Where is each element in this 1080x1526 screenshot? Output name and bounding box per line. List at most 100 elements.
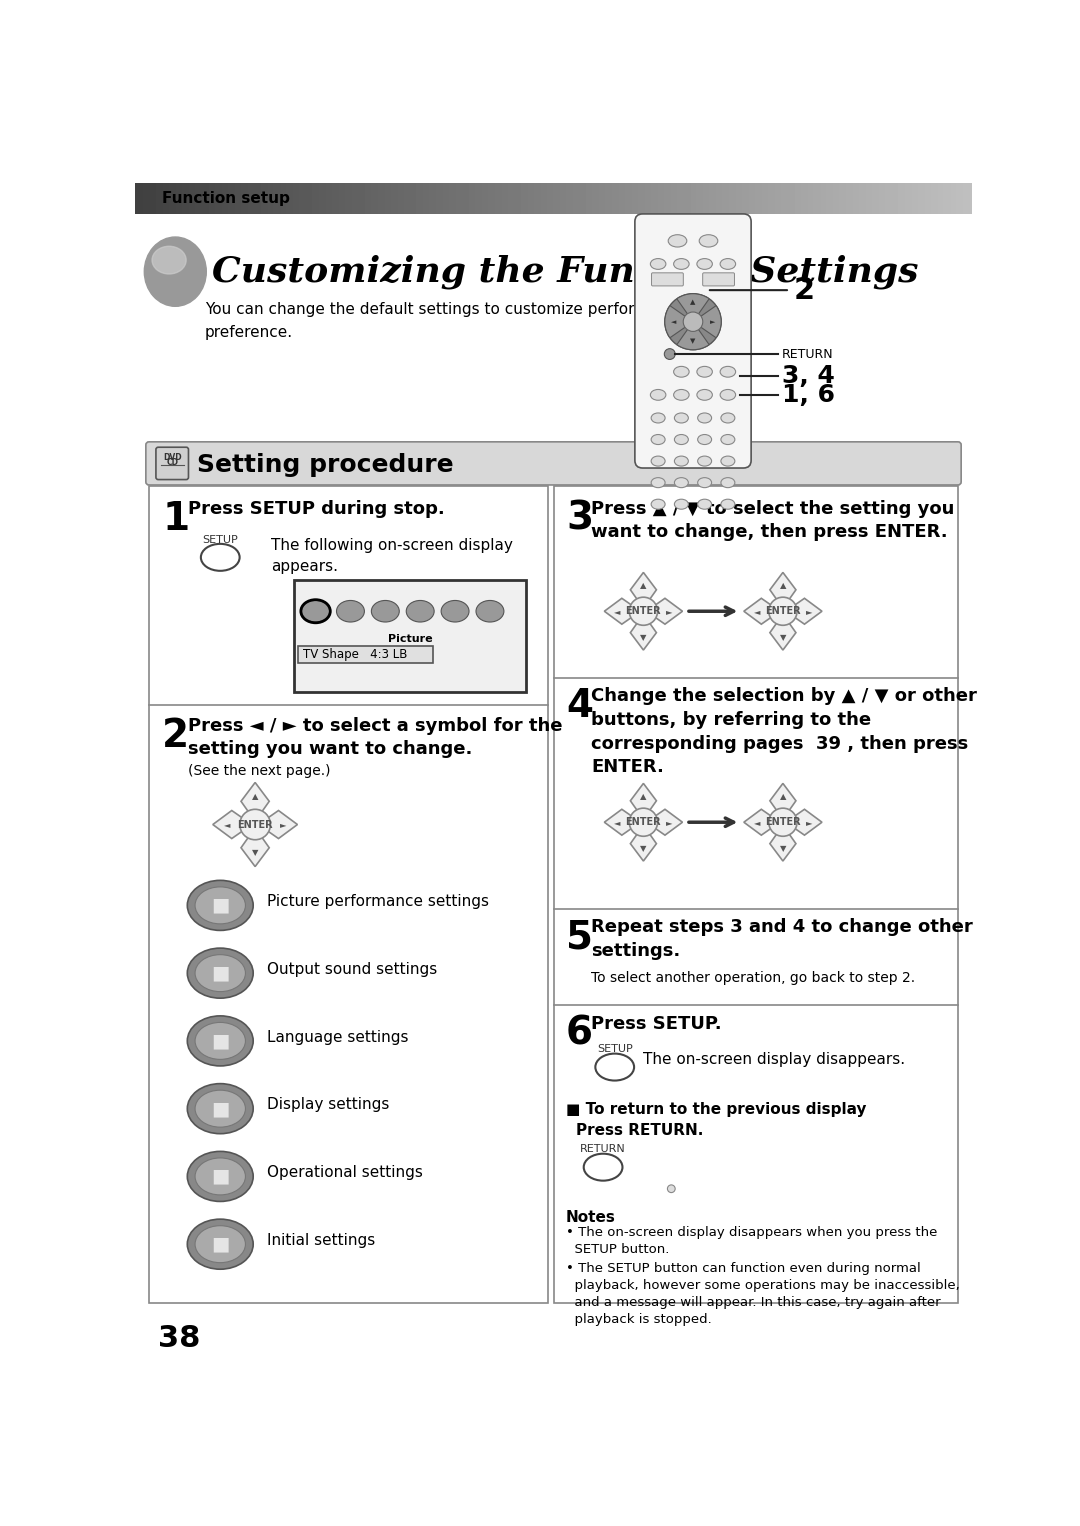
Text: • The SETUP button can function even during normal
  playback, however some oper: • The SETUP button can function even dur… xyxy=(566,1262,960,1326)
FancyBboxPatch shape xyxy=(703,273,734,285)
Text: You can change the default settings to customize performance to your
preference.: You can change the default settings to c… xyxy=(205,302,745,340)
Ellipse shape xyxy=(651,478,665,488)
Text: ▲: ▲ xyxy=(252,792,258,801)
Ellipse shape xyxy=(187,1016,253,1067)
Ellipse shape xyxy=(667,1184,675,1193)
Polygon shape xyxy=(646,809,683,835)
Polygon shape xyxy=(631,572,657,609)
Ellipse shape xyxy=(595,1053,634,1080)
Wedge shape xyxy=(677,322,710,349)
Ellipse shape xyxy=(145,237,206,307)
Ellipse shape xyxy=(721,456,734,465)
Text: ▼: ▼ xyxy=(780,633,786,641)
Text: 6: 6 xyxy=(566,1015,593,1053)
Text: ▼: ▼ xyxy=(640,633,647,641)
Text: ◄: ◄ xyxy=(615,818,621,827)
Ellipse shape xyxy=(195,1158,245,1195)
Text: Repeat steps 3 and 4 to change other
settings.: Repeat steps 3 and 4 to change other set… xyxy=(592,919,973,960)
Wedge shape xyxy=(693,305,721,337)
Ellipse shape xyxy=(721,435,734,444)
Text: ◄: ◄ xyxy=(615,607,621,615)
Ellipse shape xyxy=(697,389,713,400)
Circle shape xyxy=(684,311,703,331)
Ellipse shape xyxy=(195,1022,245,1059)
Text: CD: CD xyxy=(166,458,178,467)
Text: 1, 6: 1, 6 xyxy=(782,383,835,407)
Text: ENTER: ENTER xyxy=(238,819,273,830)
FancyBboxPatch shape xyxy=(651,273,684,285)
Text: Output sound settings: Output sound settings xyxy=(267,961,437,977)
Ellipse shape xyxy=(201,543,240,571)
Text: ►: ► xyxy=(806,818,812,827)
Ellipse shape xyxy=(195,1225,245,1262)
Text: ENTER: ENTER xyxy=(625,606,661,617)
Polygon shape xyxy=(770,783,796,819)
FancyBboxPatch shape xyxy=(298,645,433,662)
Ellipse shape xyxy=(372,600,400,623)
Ellipse shape xyxy=(697,258,713,270)
Text: 3, 4: 3, 4 xyxy=(782,363,835,388)
Text: Picture performance settings: Picture performance settings xyxy=(267,894,489,909)
Polygon shape xyxy=(605,598,640,624)
FancyBboxPatch shape xyxy=(554,485,958,1303)
Ellipse shape xyxy=(187,1152,253,1201)
Ellipse shape xyxy=(651,499,665,510)
Circle shape xyxy=(769,809,797,836)
Wedge shape xyxy=(665,305,693,337)
Ellipse shape xyxy=(720,389,735,400)
Ellipse shape xyxy=(721,414,734,423)
Ellipse shape xyxy=(674,414,688,423)
Text: ■: ■ xyxy=(211,1032,229,1050)
Text: Change the selection by ▲ / ▼ or other
buttons, by referring to the
correspondin: Change the selection by ▲ / ▼ or other b… xyxy=(592,688,977,777)
Polygon shape xyxy=(770,572,796,609)
Ellipse shape xyxy=(699,235,718,247)
Text: SETUP: SETUP xyxy=(202,534,238,545)
Ellipse shape xyxy=(720,366,735,377)
Polygon shape xyxy=(631,826,657,861)
Text: ■ To return to the previous display: ■ To return to the previous display xyxy=(566,1102,866,1117)
Text: ▼: ▼ xyxy=(780,844,786,853)
Polygon shape xyxy=(241,827,269,867)
Text: (See the next page.): (See the next page.) xyxy=(188,765,330,778)
Polygon shape xyxy=(786,598,822,624)
Text: The on-screen display disappears.: The on-screen display disappears. xyxy=(644,1051,905,1067)
Text: ►: ► xyxy=(666,818,673,827)
Text: Press RETURN.: Press RETURN. xyxy=(576,1123,703,1138)
Ellipse shape xyxy=(674,478,688,488)
Ellipse shape xyxy=(195,887,245,923)
Text: Language settings: Language settings xyxy=(267,1030,408,1045)
Ellipse shape xyxy=(674,499,688,510)
Circle shape xyxy=(630,809,658,836)
Text: ENTER: ENTER xyxy=(625,818,661,827)
Text: Customizing the Function Settings: Customizing the Function Settings xyxy=(213,255,919,288)
Wedge shape xyxy=(677,293,710,322)
Ellipse shape xyxy=(187,881,253,931)
Polygon shape xyxy=(605,809,640,835)
Ellipse shape xyxy=(650,258,666,270)
Text: 5: 5 xyxy=(566,919,593,957)
Text: 4: 4 xyxy=(566,688,593,725)
Circle shape xyxy=(769,597,797,626)
Text: Display settings: Display settings xyxy=(267,1097,389,1112)
Ellipse shape xyxy=(651,456,665,465)
FancyBboxPatch shape xyxy=(149,485,548,1303)
Ellipse shape xyxy=(674,389,689,400)
Ellipse shape xyxy=(674,435,688,444)
Polygon shape xyxy=(744,809,780,835)
Polygon shape xyxy=(646,598,683,624)
Text: ▼: ▼ xyxy=(690,339,696,345)
Circle shape xyxy=(665,293,721,349)
Text: ■: ■ xyxy=(211,1235,229,1254)
Text: ►: ► xyxy=(710,319,715,325)
Polygon shape xyxy=(631,783,657,819)
Ellipse shape xyxy=(406,600,434,623)
Ellipse shape xyxy=(187,1083,253,1134)
Text: Press SETUP during stop.: Press SETUP during stop. xyxy=(188,499,445,517)
Text: TV Shape   4:3 LB: TV Shape 4:3 LB xyxy=(303,649,407,661)
Text: 38: 38 xyxy=(159,1323,201,1352)
Text: ▲: ▲ xyxy=(780,581,786,591)
Ellipse shape xyxy=(651,414,665,423)
Text: ►: ► xyxy=(806,607,812,615)
Text: ■: ■ xyxy=(211,1099,229,1119)
Ellipse shape xyxy=(337,600,364,623)
